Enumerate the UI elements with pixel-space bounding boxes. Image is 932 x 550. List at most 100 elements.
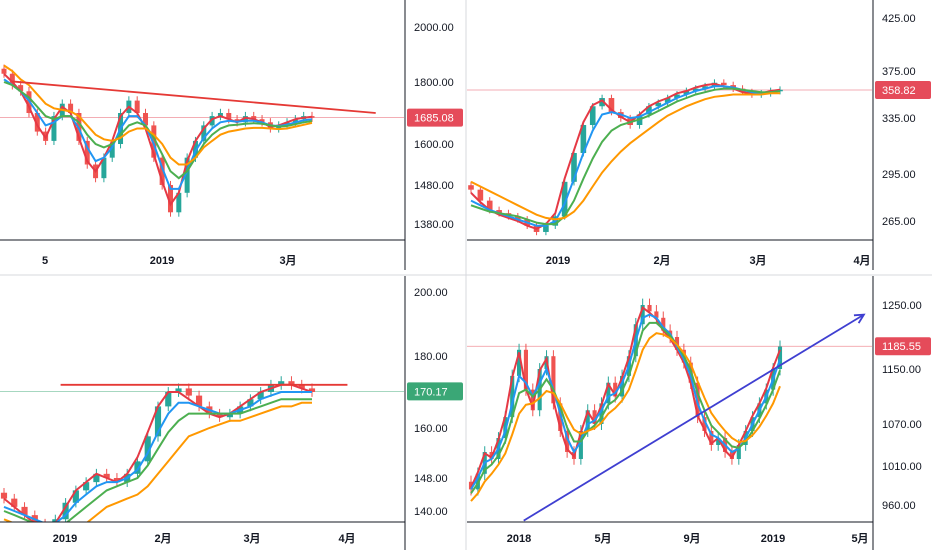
candle-body — [589, 106, 596, 125]
candle-body — [592, 410, 597, 424]
candle-body — [580, 125, 587, 153]
x-tick-label: 3月 — [279, 254, 296, 267]
candle-body — [646, 106, 652, 115]
candle-body — [777, 346, 783, 369]
y-tick-label: 1250.00 — [882, 300, 922, 312]
candle-body — [578, 431, 583, 459]
ma-line-orange — [470, 332, 781, 502]
plot-area — [467, 79, 872, 236]
trend-arrowhead — [853, 313, 866, 324]
candle-body — [247, 399, 254, 407]
ma-line-orange — [470, 92, 780, 221]
x-tick-label: 2019 — [546, 255, 570, 267]
candle-body — [11, 498, 18, 507]
candle-body — [683, 90, 690, 95]
y-tick-label: 1070.00 — [882, 419, 922, 431]
candle-body — [185, 388, 192, 396]
x-tick-label: 2019 — [53, 533, 77, 545]
candle-body — [167, 185, 173, 213]
candle-body — [143, 113, 149, 126]
candle-body — [251, 116, 257, 120]
last-price-badge — [875, 337, 931, 356]
y-tick-label: 140.00 — [414, 506, 448, 518]
last-price-badge — [875, 81, 931, 100]
last-price-badge — [407, 382, 463, 401]
chart-panel-bottom-left: 200.00 180.00 160.00 148.00 140.00 2019 2月 3月 4月… — [0, 276, 463, 550]
ma-line-green — [3, 81, 313, 180]
candle-body — [62, 502, 69, 520]
candle-body — [165, 392, 172, 407]
x-tick-label: 2018 — [507, 533, 531, 545]
candle-body — [51, 116, 57, 141]
candle-body — [477, 189, 484, 201]
candle-body — [159, 157, 165, 185]
candle-body — [599, 98, 605, 107]
candle-body — [103, 473, 110, 478]
candle-body — [468, 185, 474, 190]
plot-area — [0, 376, 404, 527]
y-tick-label: 200.00 — [414, 287, 448, 299]
candle-body — [292, 119, 298, 123]
candle-body — [654, 311, 659, 318]
candle-body — [83, 482, 90, 491]
candle-body — [259, 119, 265, 123]
candle-body — [585, 410, 590, 431]
candle-body — [599, 403, 604, 424]
candle-body — [216, 413, 223, 418]
ma-line-orange — [3, 64, 313, 166]
candle-body — [613, 382, 618, 397]
plot-area — [467, 298, 872, 502]
trendline — [523, 313, 865, 522]
candle-body — [226, 413, 233, 418]
candle-body — [486, 200, 493, 211]
candle-body — [113, 478, 121, 483]
candle-body — [517, 349, 522, 376]
y-tick-label: 1150.00 — [882, 364, 921, 376]
ma-line-red — [470, 82, 781, 230]
y-tick-label: 1380.00 — [414, 219, 454, 231]
candle-body — [18, 85, 24, 92]
last-price-value: 358.82 — [882, 85, 916, 97]
candle-body — [42, 523, 48, 527]
ma-line-green — [470, 87, 781, 226]
y-tick-label: 1480.00 — [414, 180, 454, 192]
candle-body — [510, 375, 515, 418]
candle-body — [9, 73, 15, 86]
y-tick-label: 1010.00 — [882, 461, 922, 473]
ma-line-orange — [3, 401, 312, 522]
candle-body — [709, 431, 714, 445]
candle-body — [154, 406, 162, 437]
candle-body — [606, 382, 611, 404]
candle-body — [298, 384, 305, 389]
candle-body — [530, 389, 535, 411]
candle-body — [640, 305, 645, 325]
x-tick-label: 5 — [42, 255, 48, 267]
candle-body — [201, 125, 207, 141]
candle-body — [278, 381, 285, 385]
ma-line-blue — [470, 313, 781, 490]
candle-body — [565, 431, 570, 452]
candle-body — [288, 381, 295, 385]
candle-body — [661, 317, 666, 331]
candle-body — [134, 461, 141, 474]
candle-body — [674, 94, 680, 99]
candle-body — [34, 113, 40, 132]
candle-body — [134, 100, 140, 113]
x-tick-label: 2019 — [150, 255, 174, 267]
candle-body — [151, 125, 157, 158]
y-tick-label: 375.00 — [882, 66, 916, 78]
y-tick-label: 295.00 — [882, 169, 916, 181]
last-price-value: 170.17 — [414, 386, 448, 398]
candle-body — [242, 116, 248, 123]
candle-body — [664, 98, 671, 103]
candle-body — [543, 225, 549, 232]
candle-body — [144, 436, 151, 462]
candle-body — [608, 98, 615, 113]
ma-line-green — [470, 321, 781, 494]
plot-area — [0, 64, 404, 217]
x-tick-label: 5月 — [851, 532, 868, 545]
trendline — [12, 80, 376, 114]
y-tick-label: 1600.00 — [414, 139, 454, 151]
candle-body — [571, 153, 577, 182]
